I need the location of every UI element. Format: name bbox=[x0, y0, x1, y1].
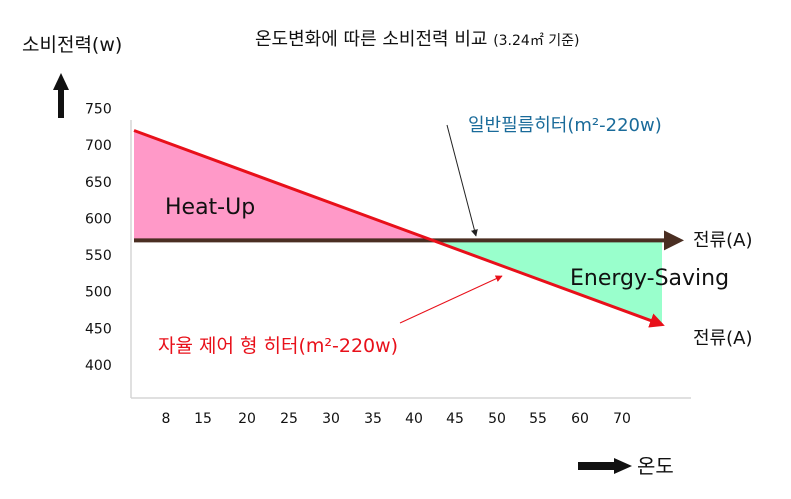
x-axis-label: 온도 bbox=[637, 454, 674, 478]
region-label-heatup: Heat-Up bbox=[165, 195, 256, 220]
x-tick-label: 70 bbox=[613, 411, 631, 427]
y-tick-label: 550 bbox=[85, 248, 112, 264]
x-tick-label: 60 bbox=[571, 411, 589, 427]
y-axis-up-arrow bbox=[53, 73, 69, 118]
x-tick-label: 15 bbox=[194, 411, 212, 427]
x-tick-label: 30 bbox=[322, 411, 340, 427]
x-tick-label: 35 bbox=[364, 411, 382, 427]
current-label-top: 전류(A) bbox=[693, 230, 753, 251]
chart-title-note: (3.24㎡ 기준) bbox=[493, 33, 580, 49]
x-tick-label: 40 bbox=[405, 411, 423, 427]
x-tick-label: 25 bbox=[280, 411, 298, 427]
y-tick-label: 450 bbox=[85, 321, 112, 337]
self-control-heater-line bbox=[133, 129, 665, 328]
y-tick-label: 700 bbox=[85, 138, 112, 154]
annotation-self-control-heater: 자율 제어 형 히터(m²-220w) bbox=[158, 335, 399, 357]
x-tick-label: 50 bbox=[488, 411, 506, 427]
y-tick-label: 750 bbox=[85, 102, 112, 118]
y-tick-label: 600 bbox=[85, 211, 112, 227]
x-tick-label: 45 bbox=[446, 411, 464, 427]
current-label-bottom: 전류(A) bbox=[693, 328, 753, 349]
y-tick-label: 500 bbox=[85, 285, 112, 301]
x-tick-label: 55 bbox=[529, 411, 547, 427]
annotation-normal-pointer bbox=[446, 124, 478, 237]
x-axis-right-arrow bbox=[578, 458, 632, 474]
y-tick-label: 400 bbox=[85, 358, 112, 374]
y-tick-label: 650 bbox=[85, 175, 112, 191]
energy-saving-region bbox=[432, 240, 662, 325]
x-tick-label: 8 bbox=[162, 411, 171, 427]
y-axis-label: 소비전력(w) bbox=[22, 34, 123, 56]
chart-title: 온도변화에 따른 소비전력 비교 (3.24㎡ 기준) bbox=[255, 31, 580, 49]
x-tick-label: 20 bbox=[238, 411, 256, 427]
annotation-normal-heater: 일반필름히터(m²-220w) bbox=[468, 115, 662, 136]
region-label-energy-saving: Energy-Saving bbox=[570, 266, 730, 291]
chart-title-main: 온도변화에 따른 소비전력 비교 bbox=[255, 29, 488, 50]
annotation-self-pointer bbox=[399, 275, 503, 324]
